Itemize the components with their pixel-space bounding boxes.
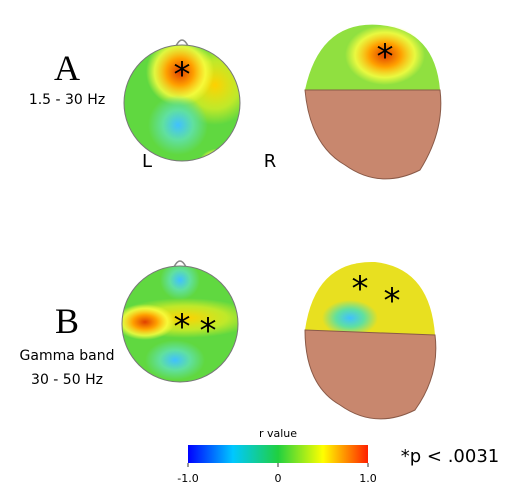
colorbar [188, 445, 368, 463]
side-label: R [264, 151, 277, 172]
asterisk: * [352, 269, 369, 309]
panel-caption: 30 - 50 Hz [31, 372, 103, 388]
asterisk: * [200, 311, 217, 351]
panel-caption: Gamma band [20, 348, 115, 364]
colorbar-tick-label: 0 [275, 472, 282, 485]
side-label: L [142, 151, 152, 172]
panel-letter: A [54, 48, 80, 88]
asterisk: * [384, 281, 401, 321]
asterisk: * [377, 37, 394, 77]
colorbar-title: r value [259, 427, 297, 440]
figure: A 1.5 - 30 Hz L R * * B Gamma band 30 - … [0, 0, 512, 491]
colorbar-tick-label: -1.0 [177, 472, 198, 485]
asterisk: * [174, 307, 191, 347]
asterisk: * [174, 55, 191, 95]
note: *p < .0031 [401, 446, 499, 467]
panel-letter: B [55, 301, 79, 341]
panel-caption: 1.5 - 30 Hz [29, 92, 105, 108]
page: {"panels":[ {"letter":"A","lines":["1.5 … [0, 0, 512, 491]
colorbar-tick-label: 1.0 [359, 472, 377, 485]
